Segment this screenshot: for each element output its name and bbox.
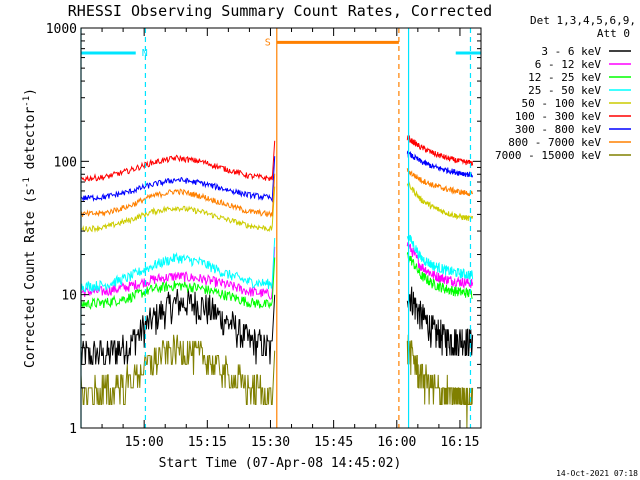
x-tick-label: 15:30 — [251, 435, 290, 450]
series-line-pre-8 — [80, 173, 276, 219]
series-line-post-8 — [406, 168, 474, 197]
x-tick-label: 15:00 — [125, 435, 164, 450]
legend-label-3: 12 - 25 keV — [528, 71, 601, 84]
series-line-post-9 — [406, 334, 474, 429]
legend-header-attenuator: Att 0 — [597, 27, 630, 40]
legend-label-7: 300 - 800 keV — [515, 123, 601, 136]
legend-label-8: 800 - 7000 keV — [508, 136, 601, 149]
y-tick-label: 10 — [61, 289, 77, 304]
series-line-post-6 — [406, 134, 474, 167]
legend-label-5: 50 - 100 keV — [522, 97, 602, 110]
x-tick-label: 16:15 — [440, 435, 479, 450]
axes: 1 10 100 1000 15:00 15:15 15:30 15:45 16:00 16:15 — [46, 22, 482, 450]
x-axis-label: Start Time (07-Apr-08 14:45:02) — [159, 456, 402, 471]
series-line-pre-2 — [80, 246, 276, 300]
series-line-pre-7 — [80, 156, 276, 203]
series-line-post-7 — [406, 150, 474, 178]
x-tick-label: 15:45 — [314, 435, 353, 450]
series-line-pre-3 — [80, 257, 276, 310]
y-tick-label: 100 — [54, 155, 77, 170]
series-line-post-3 — [406, 252, 473, 299]
legend-header-detectors: Det 1,3,4,5,6,9, — [530, 14, 636, 27]
legend-label-2: 6 - 12 keV — [535, 58, 602, 71]
series-line-post-4 — [406, 234, 474, 280]
series-line-pre-9 — [80, 334, 276, 405]
chart-title: RHESSI Observing Summary Count Rates, Co… — [68, 2, 492, 20]
flag-label-n: N — [142, 48, 148, 59]
x-tick-label: 16:00 — [377, 435, 416, 450]
y-axis-label: Corrected Count Rate (s-1 detector-1) — [22, 88, 38, 368]
legend-label-6: 100 - 300 keV — [515, 110, 601, 123]
footer-timestamp: 14-Oct-2021 07:18 — [556, 469, 638, 478]
flag-label-s: S — [265, 37, 271, 48]
series-line-pre-5 — [80, 186, 276, 233]
y-tick-label: 1 — [69, 422, 77, 437]
legend-label-9: 7000 - 15000 keV — [495, 149, 601, 162]
x-tick-label: 15:15 — [188, 435, 227, 450]
y-tick-label: 1000 — [46, 22, 77, 37]
series-line-post-5 — [406, 180, 474, 221]
legend-label-1: 3 - 6 keV — [541, 45, 601, 58]
series-line-pre-1 — [80, 289, 276, 365]
plot-frame — [80, 27, 482, 429]
plot-area: NS — [80, 28, 481, 429]
series-line-post-1 — [406, 286, 474, 356]
legend-label-4: 25 - 50 keV — [528, 84, 601, 97]
series-line-pre-4 — [80, 237, 276, 294]
series-line-pre-6 — [80, 140, 276, 182]
